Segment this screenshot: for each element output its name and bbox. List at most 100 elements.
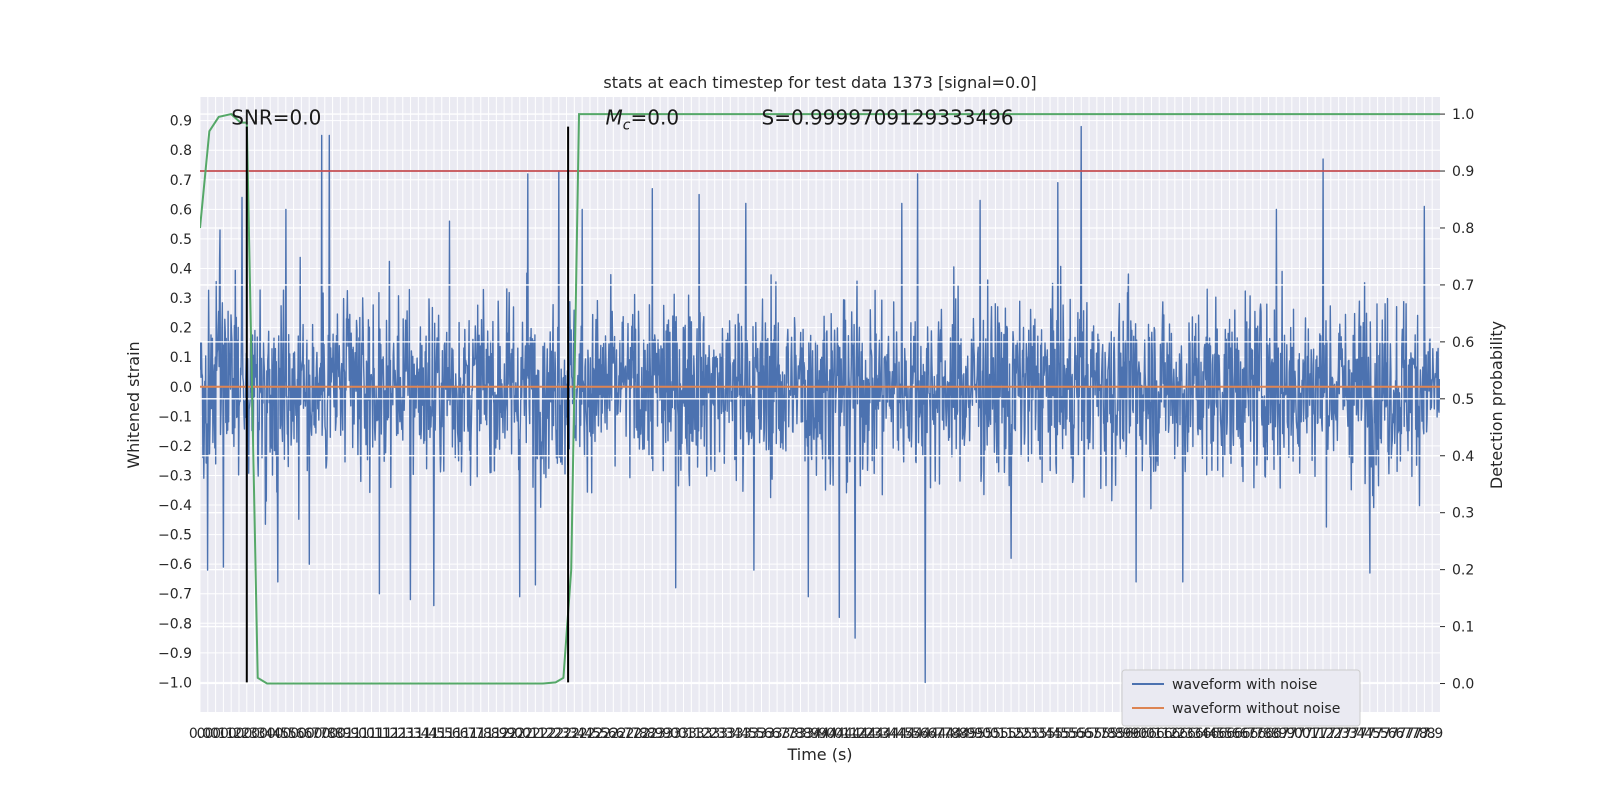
x-tick-label: 6.6 [1226,726,1248,742]
x-tick-label: 2.2 [532,726,554,742]
x-tick-label: 1.2 [384,726,406,742]
y2-tick-label: 0.0 [1452,677,1474,693]
x-tick-label: 1.6 [446,726,468,742]
x-tick-label: 7.0 [1281,726,1303,742]
y-tick-label: 0.4 [170,261,192,277]
x-tick-label: 5.1 [992,726,1014,742]
x-axis-label: Time (s) [786,745,852,764]
x-tick-label: 0.1 [204,726,226,742]
series-waveform-with-noise [200,125,1440,684]
x-tick-label: 4.4 [883,726,905,742]
x-tick-label: 7.8 [1405,726,1427,742]
legend: waveform with noise waveform without noi… [1121,669,1361,727]
y-tick-label: 0.9 [170,114,192,130]
x-tick-label: 3.9 [797,726,819,742]
x-tick-label: 5.6 [1070,726,1092,742]
x-tick-label: 2.1 [524,726,546,742]
x-tick-label: 1.0 [345,726,367,742]
x-tick-label: 1.9 [493,726,515,742]
x-tick-label: 3.0 [657,726,679,742]
x-tick-label: 6.8 [1257,726,1279,742]
x-tick-label: 0.6 [282,726,304,742]
y-tick-label: −0.6 [158,557,192,573]
y-tick-label: −0.9 [158,646,192,662]
x-tick-label: 7.4 [1343,726,1365,742]
y2-tick-label: 0.9 [1452,164,1474,180]
x-tick-label: 5.3 [1023,726,1045,742]
x-tick-label: 6.0 [1133,726,1155,742]
x-tick-label: 3.4 [719,726,741,742]
y-tick-label: −0.1 [158,409,192,425]
x-tick-label: 6.8 [1249,726,1271,742]
x-tick-label: 1.1 [368,726,390,742]
x-tick-label: 1.2 [376,726,398,742]
x-axis-ticks: 0.00.00.10.10.20.20.30.30.40.40.50.50.60… [189,726,1443,742]
x-tick-label: 4.0 [813,726,835,742]
x-tick-label: 5.9 [1117,726,1139,742]
y2-tick-label: 1.0 [1452,107,1474,123]
x-tick-label: 2.4 [571,726,593,742]
x-tick-label: 6.2 [1156,726,1178,742]
x-tick-label: 7.5 [1366,726,1388,742]
x-tick-label: 0.4 [251,726,273,742]
x-tick-label: 0.7 [298,726,320,742]
x-tick-label: 5.0 [969,726,991,742]
x-tick-label: 1.6 [438,726,460,742]
x-tick-label: 1.8 [470,726,492,742]
x-tick-label: 0.4 [259,726,281,742]
x-tick-label: 2.8 [626,726,648,742]
annotation-text: Mc=0.0 [606,106,680,134]
x-tick-label: 0.3 [243,726,265,742]
x-tick-label: 7.8 [1413,726,1435,742]
x-tick-label: 6.5 [1211,726,1233,742]
x-tick-label: 2.9 [649,726,671,742]
x-tick-label: 2.6 [602,726,624,742]
x-tick-label: 7.4 [1351,726,1373,742]
x-tick-label: 3.0 [665,726,687,742]
x-tick-label: 0.5 [275,726,297,742]
x-tick-label: 0.9 [329,726,351,742]
x-tick-label: 2.3 [548,726,570,742]
x-tick-label: 1.5 [431,726,453,742]
x-tick-label: 0.3 [236,726,258,742]
x-tick-label: 4.3 [860,726,882,742]
y2-tick-label: 0.6 [1452,335,1474,351]
x-tick-label: 5.8 [1101,726,1123,742]
x-tick-label: 2.5 [579,726,601,742]
x-tick-label: 0.0 [197,726,219,742]
y-tick-label: 0.3 [170,291,192,307]
y-tick-label: −0.2 [158,439,192,455]
x-tick-label: 4.9 [953,726,975,742]
x-tick-label: 6.5 [1203,726,1225,742]
x-tick-label: 2.0 [501,726,523,742]
x-tick-label: 3.2 [688,726,710,742]
x-tick-label: 7.6 [1374,726,1396,742]
x-tick-label: 4.7 [922,726,944,742]
x-tick-label: 7.0 [1288,726,1310,742]
x-tick-label: 2.0 [509,726,531,742]
x-tick-label: 3.8 [789,726,811,742]
x-tick-label: 5.5 [1047,726,1069,742]
x-tick-label: 1.3 [392,726,414,742]
x-tick-label: 7.2 [1312,726,1334,742]
x-tick-label: 6.2 [1164,726,1186,742]
annotation-text: SNR=0.0 [231,106,321,130]
x-tick-label: 6.7 [1234,726,1256,742]
x-tick-label: 3.6 [758,726,780,742]
x-tick-label: 0.8 [321,726,343,742]
y2-tick-label: 0.7 [1452,278,1474,294]
x-tick-label: 2.7 [618,726,640,742]
x-tick-label: 4.0 [821,726,843,742]
annotation-text: S=0.9999709129333496 [762,106,1014,130]
x-tick-label: 4.1 [836,726,858,742]
x-tick-label: 6.9 [1265,726,1287,742]
x-tick-label: 2.1 [516,726,538,742]
x-tick-label: 5.6 [1062,726,1084,742]
x-tick-label: 0.8 [314,726,336,742]
y-tick-label: 0.2 [170,321,192,337]
x-tick-label: 0.2 [220,726,242,742]
x-tick-label: 6.3 [1172,726,1194,742]
x-tick-label: 7.7 [1390,726,1412,742]
x-tick-label: 3.5 [743,726,765,742]
y-tick-label: 0.8 [170,143,192,159]
